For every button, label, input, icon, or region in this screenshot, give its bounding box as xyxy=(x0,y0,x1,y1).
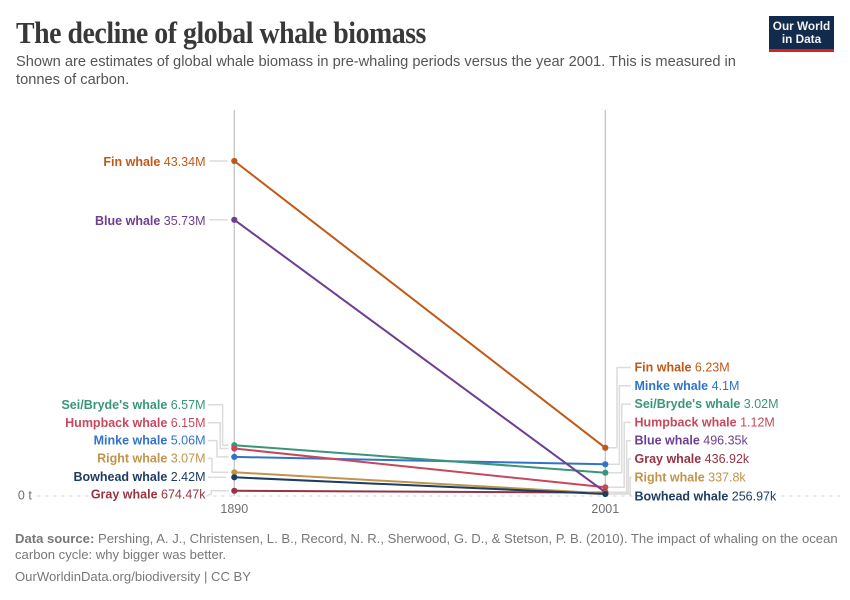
svg-text:Right whale 3.07M: Right whale 3.07M xyxy=(97,451,205,465)
svg-text:Fin whale 43.34M: Fin whale 43.34M xyxy=(103,155,205,169)
svg-text:Blue whale 496.35k: Blue whale 496.35k xyxy=(635,434,749,448)
svg-text:Right whale 337.8k: Right whale 337.8k xyxy=(635,470,747,484)
svg-text:Humpback whale 6.15M: Humpback whale 6.15M xyxy=(65,416,205,430)
svg-text:Bowhead whale 2.42M: Bowhead whale 2.42M xyxy=(74,470,206,484)
svg-text:Minke whale 5.06M: Minke whale 5.06M xyxy=(94,434,206,448)
svg-text:Blue whale 35.73M: Blue whale 35.73M xyxy=(95,214,205,228)
svg-text:Gray whale 436.92k: Gray whale 436.92k xyxy=(635,452,750,466)
svg-text:Bowhead whale 256.97k: Bowhead whale 256.97k xyxy=(635,490,777,504)
svg-text:Sei/Bryde's whale 6.57M: Sei/Bryde's whale 6.57M xyxy=(61,398,205,412)
svg-text:Gray whale 674.47k: Gray whale 674.47k xyxy=(91,488,206,502)
svg-text:Sei/Bryde's whale 3.02M: Sei/Bryde's whale 3.02M xyxy=(635,397,779,411)
svg-text:1890: 1890 xyxy=(220,502,248,516)
svg-text:2001: 2001 xyxy=(591,502,619,516)
svg-text:Minke whale 4.1M: Minke whale 4.1M xyxy=(635,379,740,393)
svg-text:Fin whale 6.23M: Fin whale 6.23M xyxy=(635,361,730,375)
svg-text:Humpback whale 1.12M: Humpback whale 1.12M xyxy=(635,415,775,429)
svg-text:0 t: 0 t xyxy=(18,489,32,503)
